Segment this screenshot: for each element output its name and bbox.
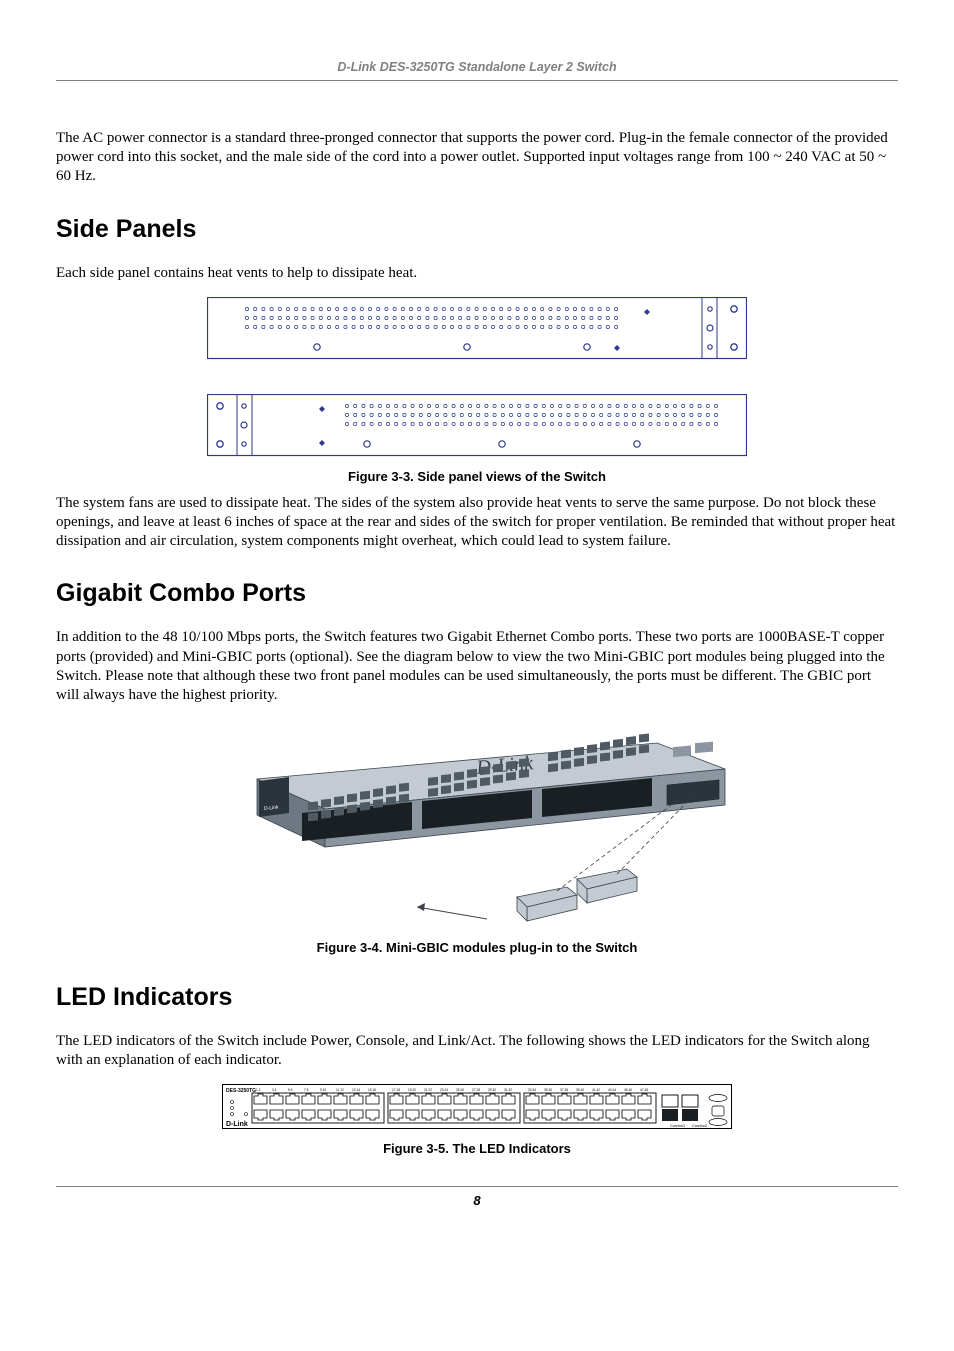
svg-text:43 44: 43 44 — [608, 1088, 616, 1092]
side-panels-heading: Side Panels — [56, 215, 898, 244]
svg-text:11 12: 11 12 — [336, 1088, 344, 1092]
svg-text:13 14: 13 14 — [352, 1088, 360, 1092]
svg-text:37 38: 37 38 — [560, 1088, 568, 1092]
svg-text:5 6: 5 6 — [288, 1088, 293, 1092]
svg-text:31 32: 31 32 — [504, 1088, 512, 1092]
led-panel-svg: DES-3250TG D-Link Combo1 Combo2 1 23 45 … — [222, 1084, 732, 1130]
svg-text:27 28: 27 28 — [472, 1088, 480, 1092]
svg-text:35 36: 35 36 — [544, 1088, 552, 1092]
svg-text:23 24: 23 24 — [440, 1088, 448, 1092]
figure-3-5: DES-3250TG D-Link Combo1 Combo2 1 23 45 … — [56, 1084, 898, 1156]
svg-text:21 22: 21 22 — [424, 1088, 432, 1092]
figure-3-3-caption: Figure 3-3. Side panel views of the Swit… — [56, 469, 898, 484]
switch-3d-svg: D-Link D-Link — [217, 719, 737, 929]
svg-text:D-Link: D-Link — [226, 1121, 248, 1128]
doc-header: D-Link DES-3250TG Standalone Layer 2 Swi… — [56, 60, 898, 81]
svg-text:25 26: 25 26 — [456, 1088, 464, 1092]
svg-text:9 10: 9 10 — [320, 1088, 326, 1092]
ac-power-paragraph: The AC power connector is a standard thr… — [56, 129, 898, 187]
side-panels-after: The system fans are used to dissipate he… — [56, 494, 898, 552]
svg-text:39 40: 39 40 — [576, 1088, 584, 1092]
svg-text:3 4: 3 4 — [272, 1088, 277, 1092]
page-footer: 8 — [56, 1186, 898, 1210]
svg-text:Combo1: Combo1 — [670, 1123, 686, 1128]
svg-text:33 34: 33 34 — [528, 1088, 536, 1092]
side-panel-bottom-svg — [207, 394, 747, 458]
svg-text:29 30: 29 30 — [488, 1088, 496, 1092]
figure-3-3: Figure 3-3. Side panel views of the Swit… — [56, 297, 898, 484]
figure-3-5-caption: Figure 3-5. The LED Indicators — [56, 1141, 898, 1156]
svg-text:17 18: 17 18 — [392, 1088, 400, 1092]
svg-text:47 48: 47 48 — [640, 1088, 648, 1092]
side-panels-intro: Each side panel contains heat vents to h… — [56, 264, 898, 283]
svg-text:19 20: 19 20 — [408, 1088, 416, 1092]
page-number: 8 — [473, 1193, 480, 1208]
led-indicators-intro: The LED indicators of the Switch include… — [56, 1032, 898, 1070]
gigabit-combo-heading: Gigabit Combo Ports — [56, 579, 898, 608]
figure-3-4-caption: Figure 3-4. Mini-GBIC modules plug-in to… — [56, 940, 898, 955]
gigabit-combo-intro: In addition to the 48 10/100 Mbps ports,… — [56, 628, 898, 705]
side-panel-top-svg — [207, 297, 747, 361]
svg-text:41 42: 41 42 — [592, 1088, 600, 1092]
figure-3-4: D-Link D-Link — [56, 719, 898, 955]
led-indicators-heading: LED Indicators — [56, 983, 898, 1012]
svg-text:15 16: 15 16 — [368, 1088, 376, 1092]
svg-text:45 46: 45 46 — [624, 1088, 632, 1092]
svg-text:Combo2: Combo2 — [692, 1123, 708, 1128]
svg-text:1 2: 1 2 — [256, 1088, 261, 1092]
svg-text:7 8: 7 8 — [304, 1088, 309, 1092]
